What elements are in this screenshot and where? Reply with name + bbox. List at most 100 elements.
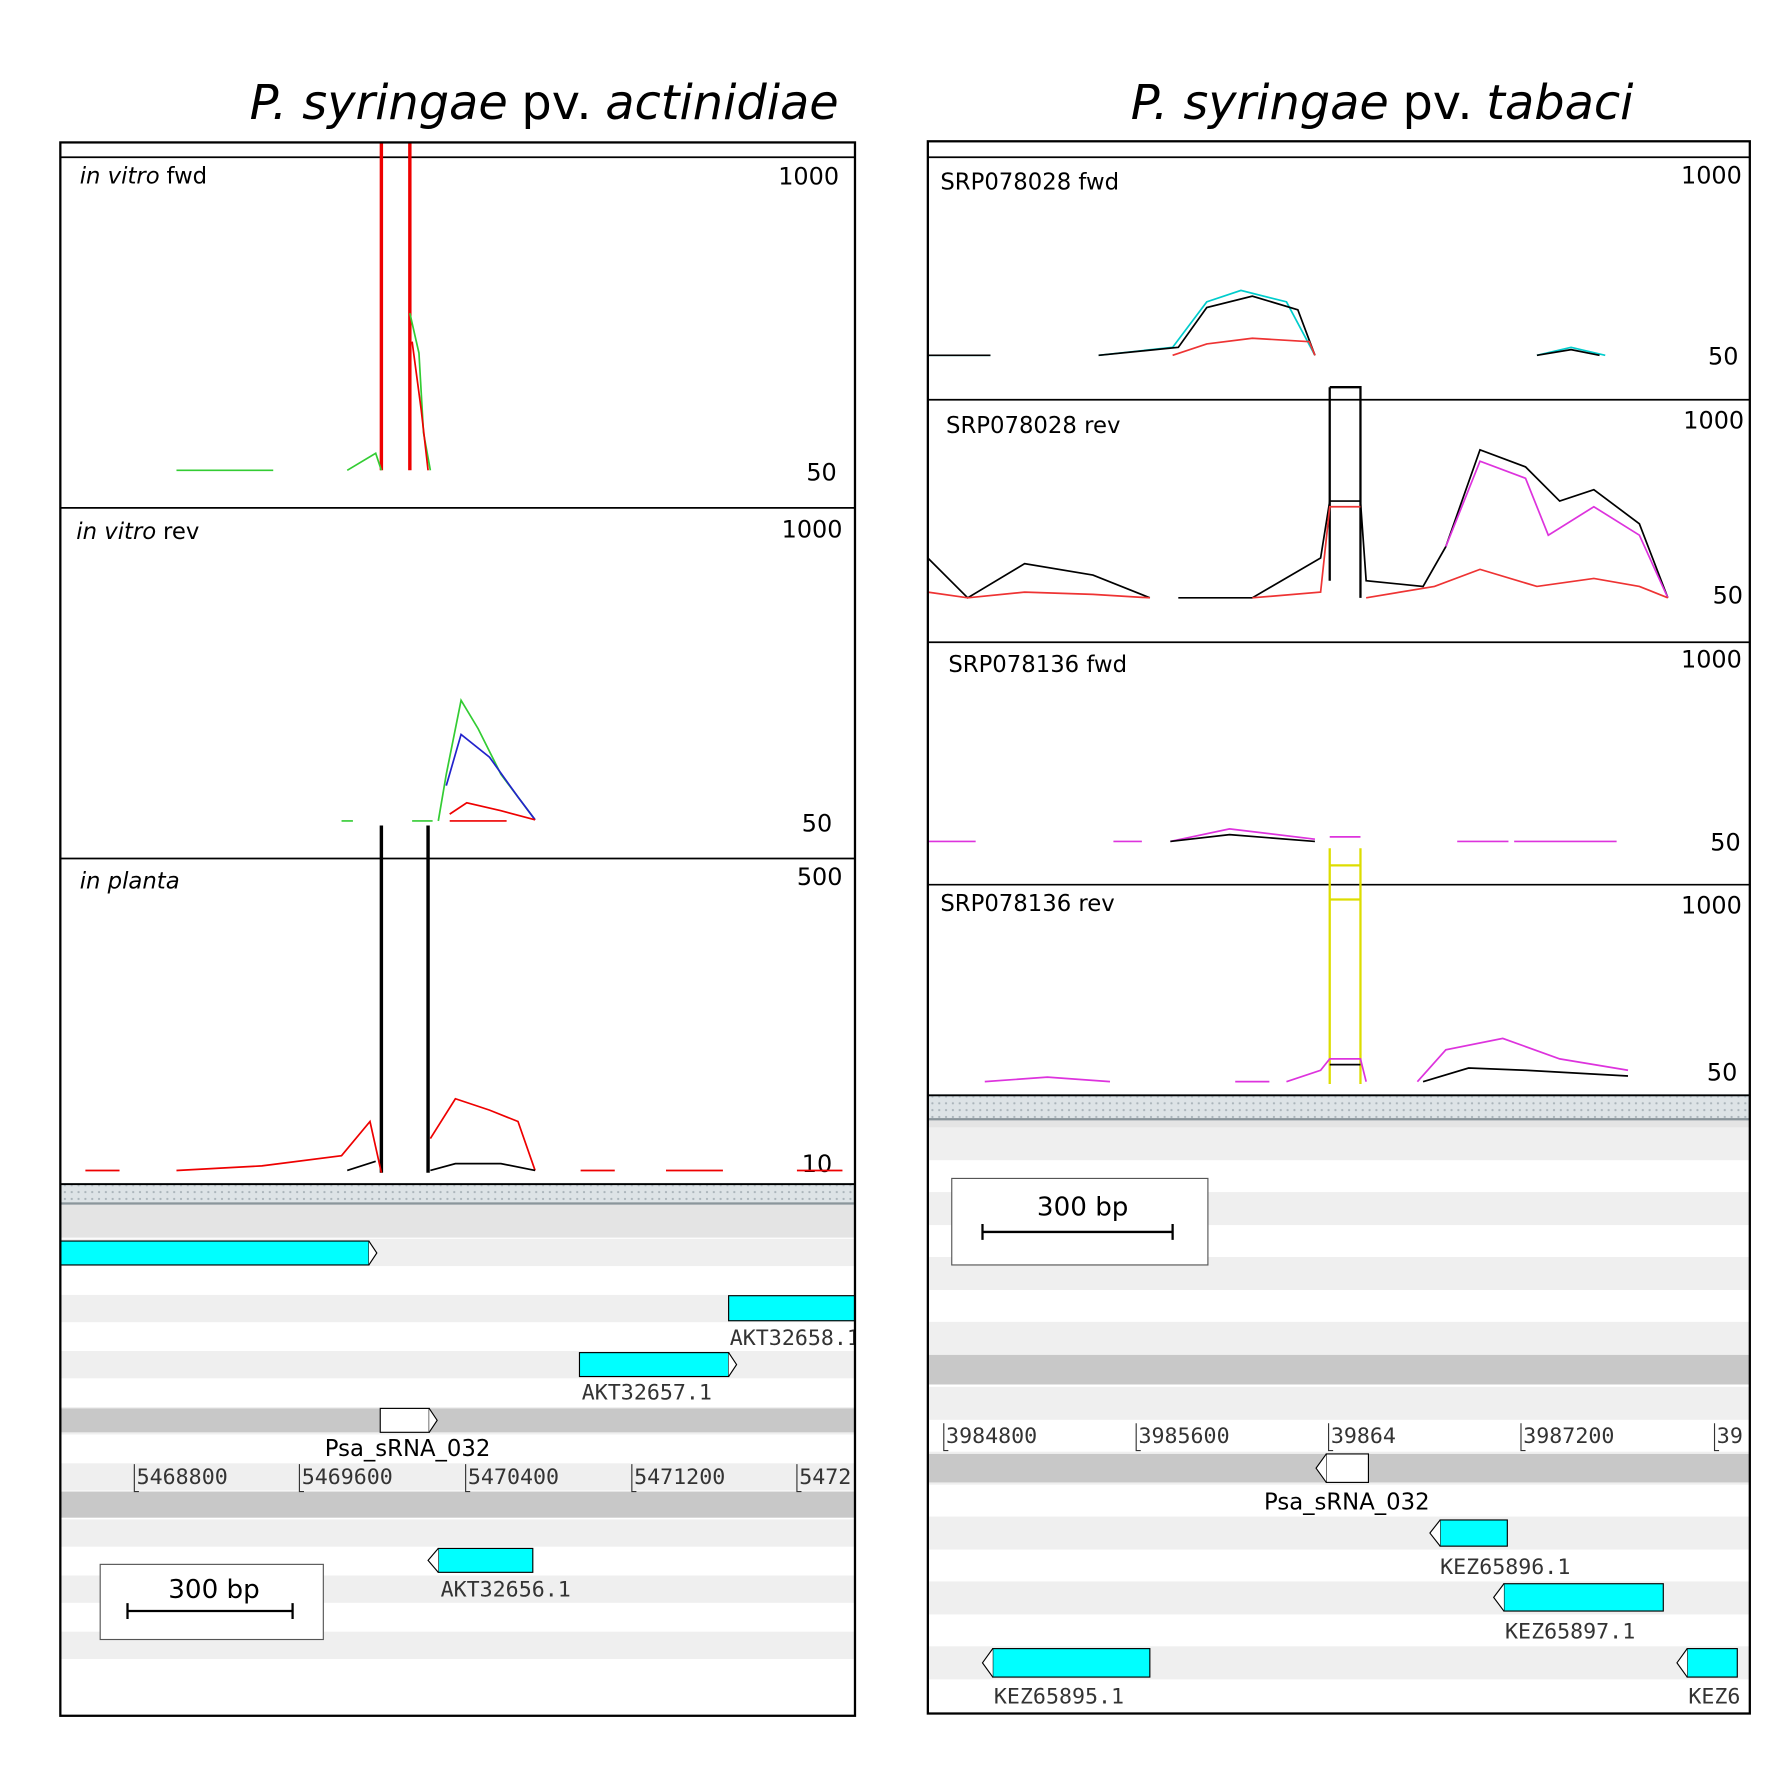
stripe xyxy=(60,1294,855,1323)
stripe xyxy=(927,1321,1750,1355)
coord-label: 5471200 xyxy=(634,1465,725,1490)
coord-label: 3985600 xyxy=(1138,1424,1229,1449)
coord-tick xyxy=(465,1464,471,1493)
track-label-part: in vitro xyxy=(80,163,160,189)
track-label: in vitro rev xyxy=(76,518,199,544)
title-part: P. syringae xyxy=(250,76,508,131)
coord-tick xyxy=(1713,1423,1720,1452)
gene-label: AKT32657.1 xyxy=(582,1381,712,1406)
gene-arrow xyxy=(1676,1648,1688,1678)
title-part: pv. xyxy=(521,76,591,131)
track-max: 1000 xyxy=(1681,162,1742,190)
coord-label: 5468800 xyxy=(137,1465,228,1490)
gene-label: Psa_sRNA_032 xyxy=(1264,1489,1430,1515)
track-label-part: rev xyxy=(163,518,199,544)
track-max: 1000 xyxy=(778,163,839,191)
panel-title: P. syringae pv. tabaci xyxy=(1131,76,1634,131)
gene-box xyxy=(992,1648,1151,1678)
stripe xyxy=(927,1127,1750,1161)
gene-label: KEZ6 xyxy=(1688,1685,1740,1710)
gene: KEZ65896.1 xyxy=(1429,1519,1570,1580)
gene-label: AKT32658.1 xyxy=(730,1326,860,1351)
gene-arrow xyxy=(728,1352,738,1377)
gene-box xyxy=(578,1352,730,1378)
coverage-traces xyxy=(85,142,1669,1173)
coord-tick xyxy=(1328,1423,1334,1452)
title-part: pv. xyxy=(1402,76,1472,131)
gene-arrow xyxy=(427,1548,439,1573)
title-part: P. syringae xyxy=(1131,76,1389,131)
track-label: SRP078136 fwd xyxy=(948,651,1127,677)
coord-label: 3984800 xyxy=(946,1424,1037,1449)
track-max: 1000 xyxy=(1681,891,1742,919)
separator xyxy=(60,1182,855,1205)
gene: Psa_sRNA_032 xyxy=(325,1407,491,1462)
coord-label: 5470400 xyxy=(468,1465,559,1490)
gene-box xyxy=(728,1295,855,1322)
coord-tick xyxy=(631,1464,637,1493)
coord-tick xyxy=(1135,1423,1141,1452)
stripe xyxy=(60,1519,855,1547)
gene-label: Psa_sRNA_032 xyxy=(325,1436,491,1462)
gene-box xyxy=(1686,1648,1738,1678)
scale-line xyxy=(981,1223,1174,1240)
gene-label: KEZ65897.1 xyxy=(1505,1620,1635,1645)
track-label: in planta xyxy=(80,868,180,894)
coord-label: 39 xyxy=(1717,1424,1743,1449)
coord-label: 39864 xyxy=(1331,1424,1396,1449)
track-max: 500 xyxy=(797,863,843,891)
track-label: in vitro fwd xyxy=(80,163,207,189)
coord-tick xyxy=(1520,1423,1526,1452)
gene xyxy=(60,1240,378,1266)
gene-arrow xyxy=(1429,1519,1441,1547)
scale-box xyxy=(951,1177,1209,1266)
track-label-part: fwd xyxy=(166,163,207,189)
stripe xyxy=(927,1386,1750,1420)
track-label-part: in vitro xyxy=(76,518,156,544)
track-label-part: SRP078028 rev xyxy=(946,412,1120,438)
track-min: 50 xyxy=(1713,582,1743,610)
gene-box xyxy=(1503,1583,1664,1612)
gene: KEZ65897.1 xyxy=(1492,1583,1664,1645)
coord-label: 3987200 xyxy=(1523,1424,1614,1449)
gene-arrow xyxy=(981,1648,994,1678)
scale-label: 300 bp xyxy=(1037,1193,1129,1223)
track-max: 1000 xyxy=(782,516,843,544)
track-label-part: SRP078136 fwd xyxy=(948,651,1127,677)
coord-label: 5469600 xyxy=(302,1465,393,1490)
scale-box xyxy=(99,1563,324,1641)
gene: AKT32658.1 xyxy=(728,1295,860,1351)
gene-box xyxy=(60,1240,370,1266)
track-min: 50 xyxy=(806,459,836,487)
gene-box xyxy=(1325,1453,1369,1483)
panel-title: P. syringae pv. actinidiae xyxy=(250,76,839,131)
gene-arrow xyxy=(368,1240,378,1266)
track-min: 50 xyxy=(1708,343,1738,371)
gene: AKT32656.1 xyxy=(427,1547,571,1603)
coord-tick xyxy=(133,1464,139,1493)
separator xyxy=(927,1094,1750,1121)
title-part: actinidiae xyxy=(605,76,838,131)
panel-right: SRP078028 fwd 1000 50 SRP078028 rev 1000 50 SR… xyxy=(927,156,1750,1714)
panel-frame xyxy=(59,141,857,1717)
gene-label: KEZ65896.1 xyxy=(1440,1555,1570,1580)
track-min: 50 xyxy=(1710,829,1740,857)
track-label-part: SRP078028 fwd xyxy=(940,169,1119,195)
coord-tick xyxy=(796,1464,802,1493)
gene-label: KEZ65895.1 xyxy=(994,1685,1124,1710)
track-min: 10 xyxy=(802,1150,832,1178)
stripe-dark xyxy=(927,1354,1750,1385)
coord-tick xyxy=(298,1464,304,1493)
gene-box xyxy=(379,1407,430,1433)
gene: KEZ65895.1 xyxy=(981,1648,1151,1710)
track-min: 50 xyxy=(1707,1059,1737,1087)
title-part: tabaci xyxy=(1486,76,1634,131)
gene: KEZ6 xyxy=(1676,1648,1740,1710)
stripe xyxy=(60,1463,855,1491)
gene-area-top xyxy=(60,1203,855,1238)
scale-label: 300 bp xyxy=(168,1575,260,1605)
gene: AKT32657.1 xyxy=(578,1352,738,1406)
gene-arrow xyxy=(428,1408,438,1433)
